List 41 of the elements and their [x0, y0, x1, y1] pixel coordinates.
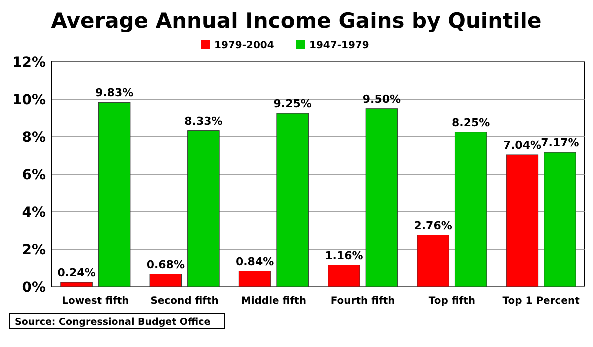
- y-tick-label: 4%: [22, 204, 46, 221]
- data-label: 0.68%: [146, 258, 185, 272]
- y-tick-label: 6%: [22, 167, 46, 184]
- x-tick-label: Fourth fifth: [330, 296, 396, 307]
- data-label: 9.50%: [362, 92, 402, 106]
- x-tick-label: Top fifth: [428, 296, 476, 307]
- bar: [188, 130, 220, 288]
- chart-title: Average Annual Income Gains by Quintile: [51, 9, 542, 33]
- data-label: 8.33%: [184, 114, 223, 128]
- bar: [454, 132, 488, 288]
- bar: [98, 102, 131, 288]
- x-tick-label: Lowest fifth: [62, 296, 130, 307]
- y-tick-label: 8%: [22, 130, 46, 146]
- x-tick-label: Top 1 Percent: [502, 296, 580, 307]
- legend-label: 1947-1979: [310, 40, 370, 52]
- bar: [544, 152, 576, 288]
- bar: [150, 274, 182, 288]
- y-tick-label: 2%: [22, 242, 46, 258]
- legend-label: 1979-2004: [214, 40, 274, 52]
- data-label: 7.17%: [541, 136, 580, 150]
- bar: [60, 282, 93, 288]
- data-label: 9.25%: [274, 98, 312, 111]
- bar: [238, 271, 272, 288]
- data-label: 8.25%: [452, 116, 490, 130]
- bar: [506, 154, 539, 288]
- data-label: 0.84%: [236, 255, 274, 268]
- bar: [366, 108, 398, 288]
- data-label: 9.83%: [95, 86, 134, 100]
- bar: [328, 265, 360, 288]
- bar: [417, 235, 450, 288]
- data-label: 1.16%: [325, 249, 364, 262]
- data-label: 0.24%: [58, 266, 96, 280]
- y-tick-label: 10%: [12, 92, 46, 108]
- x-tick-label: Second fifth: [150, 296, 219, 307]
- y-tick-label: 12%: [12, 54, 46, 71]
- bar: [276, 113, 309, 288]
- x-tick-label: Middle fifth: [241, 296, 306, 307]
- data-label: 7.04%: [503, 139, 542, 152]
- data-label: 2.76%: [414, 219, 452, 232]
- source-note: Source: Congressional Budget Office: [15, 317, 211, 328]
- y-tick-label: 0%: [22, 280, 46, 296]
